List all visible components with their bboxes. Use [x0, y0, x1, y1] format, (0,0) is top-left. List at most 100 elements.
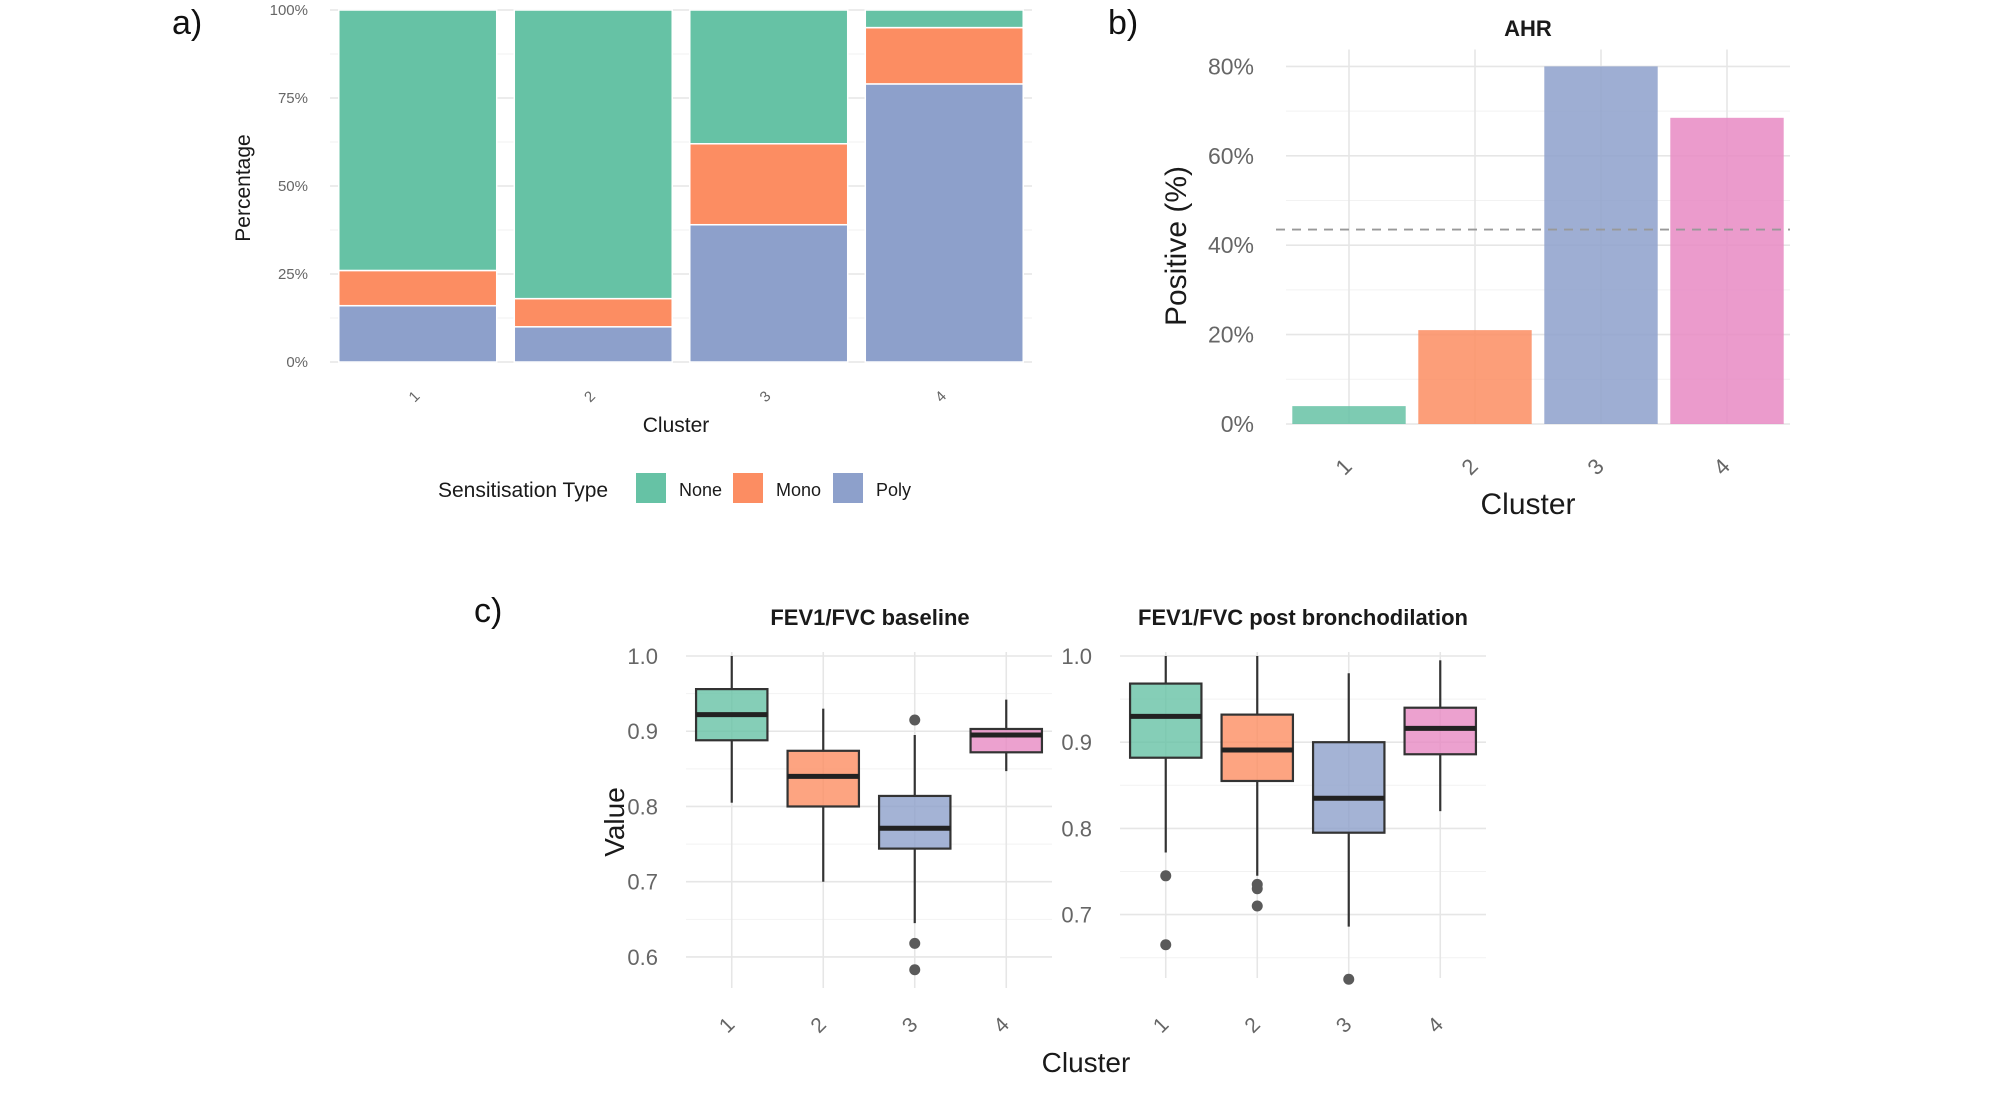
x-tick-label: 4	[932, 388, 950, 406]
legend-items: None Mono Poly	[636, 473, 911, 503]
y-tick-label: 0.7	[627, 870, 658, 895]
outlier-point	[1343, 973, 1355, 985]
x-tick-label: 2	[806, 1013, 831, 1038]
x-tick-label: 4	[1709, 454, 1735, 480]
facet-post-title: FEV1/FVC post bronchodilation	[1138, 605, 1468, 630]
box-iqr	[877, 794, 952, 850]
panel-b-y-axis-title: Positive (%)	[1160, 166, 1193, 326]
y-tick-label: 0%	[1221, 411, 1254, 437]
outlier-point	[909, 964, 921, 976]
panel-c-y-axis-title: Value	[599, 787, 630, 857]
boxplot-cluster-4	[1403, 660, 1478, 812]
y-tick-label: 1.0	[1061, 644, 1092, 669]
bar-segment-poly-cluster-1	[338, 304, 498, 363]
x-tick-label: 2	[1240, 1013, 1265, 1038]
y-tick-label: 25%	[278, 266, 308, 283]
bar-segment-poly-cluster-4	[864, 83, 1024, 363]
boxplot-cluster-2	[1220, 656, 1295, 912]
panel-b-bars	[1292, 66, 1784, 425]
bar-cluster-2	[1418, 330, 1532, 424]
panel-a-x-ticks: 1 2 3 4	[406, 388, 950, 406]
panel-a-bars	[338, 9, 1024, 363]
boxplot-cluster-4	[969, 699, 1044, 772]
boxplot-cluster-1	[1128, 656, 1203, 951]
panel-b-title: AHR	[1504, 16, 1552, 41]
box-iqr	[1403, 706, 1478, 756]
x-tick-label: 4	[989, 1013, 1014, 1038]
boxplot-cluster-1	[694, 656, 769, 803]
bar-segment-poly-cluster-3	[689, 223, 849, 363]
facet-gridlines	[686, 652, 1052, 988]
outlier-point	[909, 937, 921, 949]
bar-segment-poly-cluster-2	[513, 326, 673, 363]
bar-segment-none-cluster-1	[338, 9, 498, 272]
y-tick-label: 80%	[1208, 53, 1254, 79]
y-tick-label: 0.8	[1061, 816, 1092, 841]
bar-segment-mono-cluster-1	[338, 269, 498, 307]
panel-a-y-axis-title: Percentage	[232, 134, 255, 241]
boxplot-cluster-2	[786, 708, 861, 882]
outlier-point	[1160, 939, 1172, 951]
outlier-point	[1251, 900, 1263, 912]
facet-baseline-title: FEV1/FVC baseline	[770, 605, 969, 630]
y-tick-label: 100%	[270, 2, 308, 19]
box-iqr	[1128, 682, 1203, 759]
box-iqr	[969, 727, 1044, 754]
y-tick-label: 0.7	[1061, 903, 1092, 928]
y-tick-label: 0.6	[627, 945, 658, 970]
legend-title: Sensitisation Type	[438, 479, 608, 502]
panel-a: a) 0% 25% 50% 75% 100% 1 2 3 4 Percentage Clust…	[172, 2, 1032, 503]
x-tick-label: 1	[1149, 1013, 1174, 1038]
bar-segment-mono-cluster-2	[513, 297, 673, 328]
panel-a-legend: Sensitisation Type None Mono Poly	[438, 473, 911, 503]
y-tick-label: 0.8	[627, 794, 658, 819]
panel-a-y-ticks: 0% 25% 50% 75% 100%	[270, 2, 308, 371]
legend-label: Poly	[876, 480, 911, 500]
facet-boxes	[694, 656, 1044, 976]
y-tick-label: 40%	[1208, 232, 1254, 258]
panel-b-x-ticks: 1 2 3 4	[1331, 454, 1735, 480]
panel-c-x-axis-title: Cluster	[1042, 1047, 1131, 1078]
y-tick-label: 60%	[1208, 143, 1254, 169]
legend-swatch-none	[636, 473, 666, 503]
x-tick-label: 1	[406, 388, 424, 406]
bar-cluster-4	[1670, 117, 1784, 425]
panel-b-y-ticks: 0% 20% 40% 60% 80%	[1208, 53, 1254, 437]
panel-c-label: c)	[474, 592, 502, 630]
box-iqr	[1311, 741, 1386, 834]
facet-baseline: 0.6 0.7 0.8 0.9 1.0 1 2 3 4	[627, 644, 1052, 1038]
x-tick-label: 3	[1583, 454, 1609, 480]
bar-cluster-3	[1544, 66, 1658, 425]
facet-post-bronchodilation: 0.7 0.8 0.9 1.0 1 2 3 4	[1061, 644, 1486, 1038]
x-tick-label: 1	[1331, 454, 1357, 480]
x-tick-label: 3	[898, 1013, 923, 1038]
panel-b-label: b)	[1108, 4, 1138, 42]
x-tick-label: 3	[757, 388, 775, 406]
facet-boxes	[1128, 656, 1478, 985]
legend-label: Mono	[776, 480, 821, 500]
x-tick-label: 3	[1332, 1013, 1357, 1038]
bar-segment-none-cluster-2	[513, 9, 673, 300]
y-tick-label: 0%	[286, 354, 308, 371]
bar-segment-mono-cluster-4	[864, 26, 1024, 85]
y-tick-label: 1.0	[627, 644, 658, 669]
y-tick-label: 75%	[278, 90, 308, 107]
legend-label: None	[679, 480, 722, 500]
panel-c: c) FEV1/FVC baseline FEV1/FVC post bronc…	[474, 592, 1486, 1078]
boxplot-cluster-3	[877, 714, 952, 976]
x-tick-label: 4	[1423, 1013, 1448, 1038]
outlier-point	[1160, 870, 1172, 882]
y-tick-label: 20%	[1208, 322, 1254, 348]
x-tick-label: 2	[1457, 454, 1483, 480]
legend-swatch-mono	[733, 473, 763, 503]
y-tick-label: 0.9	[1061, 730, 1092, 755]
legend-swatch-poly	[833, 473, 863, 503]
x-tick-label: 2	[581, 388, 599, 406]
outlier-point	[1251, 883, 1263, 895]
y-tick-label: 50%	[278, 178, 308, 195]
bar-cluster-1	[1292, 406, 1406, 424]
y-tick-label: 0.9	[627, 719, 658, 744]
